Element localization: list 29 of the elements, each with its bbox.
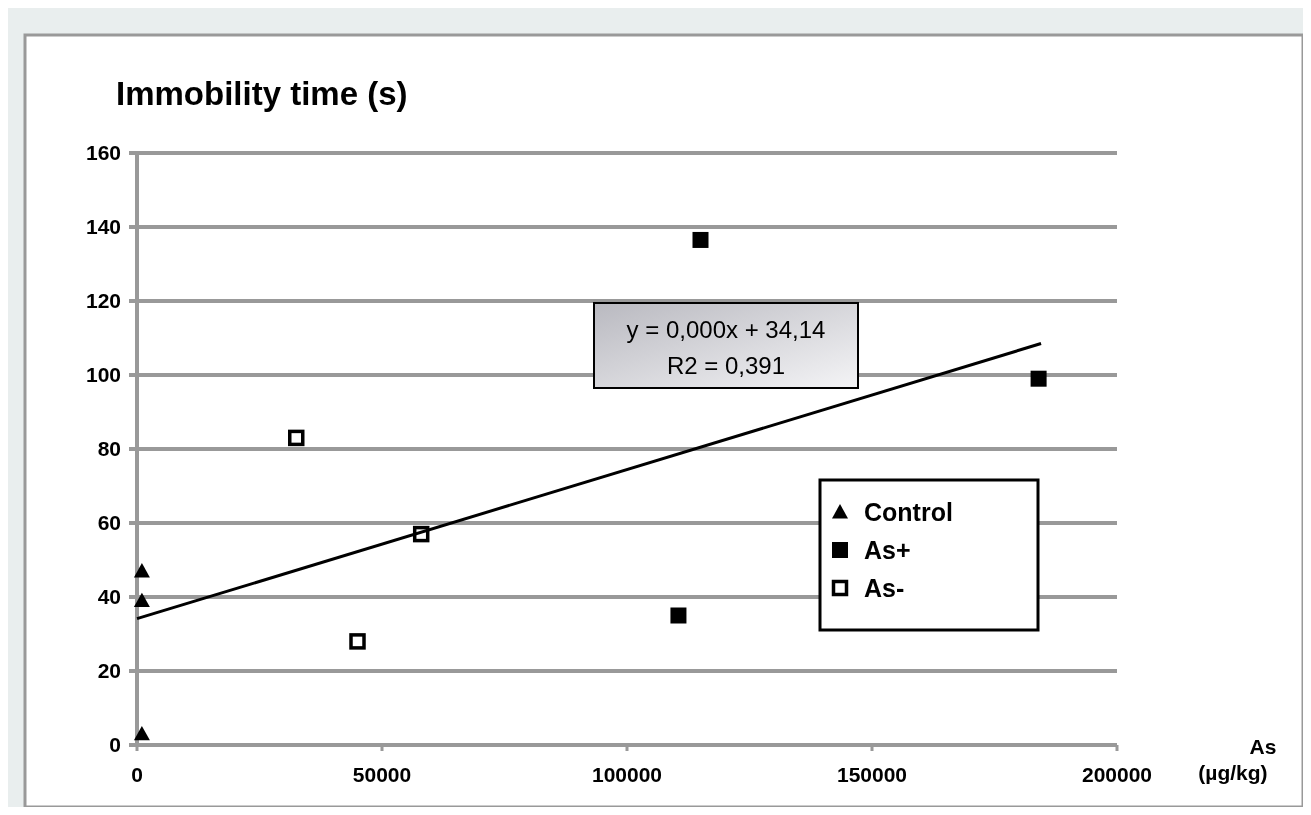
y-tick-label: 60 xyxy=(97,511,121,534)
y-tick-label: 80 xyxy=(97,437,121,460)
point xyxy=(133,725,150,741)
legend-label: Control xyxy=(864,498,953,526)
y-tick-label: 20 xyxy=(97,659,121,682)
y-tick-label: 40 xyxy=(97,585,121,608)
x-tick-label: 150000 xyxy=(836,763,908,786)
y-tick-label: 100 xyxy=(85,363,121,386)
point xyxy=(133,592,150,608)
y-tick-label: 140 xyxy=(85,215,121,238)
y-axis-title: Immobility time (s) xyxy=(116,75,408,112)
annotation: y = 0,000x + 34,14 xyxy=(626,316,826,343)
y-tick-label: 120 xyxy=(85,289,121,312)
point xyxy=(349,633,366,650)
x-tick-label: 200000 xyxy=(1081,763,1153,786)
x-tick-label: 0 xyxy=(131,763,143,786)
point xyxy=(1030,370,1047,387)
point xyxy=(133,563,150,578)
point xyxy=(288,429,305,447)
y-tick-label: 0 xyxy=(109,733,121,756)
x-tick-label: 50000 xyxy=(352,763,412,786)
annotation: R2 = 0,391 xyxy=(666,352,786,379)
x-axis-title: As (µg/kg) xyxy=(1198,735,1277,784)
legend-label: As- xyxy=(864,574,905,602)
x-tick-label: 100000 xyxy=(591,763,663,786)
y-tick-label: 160 xyxy=(85,141,121,164)
point xyxy=(670,607,687,624)
legend-label: As+ xyxy=(864,536,911,564)
point xyxy=(692,231,709,248)
